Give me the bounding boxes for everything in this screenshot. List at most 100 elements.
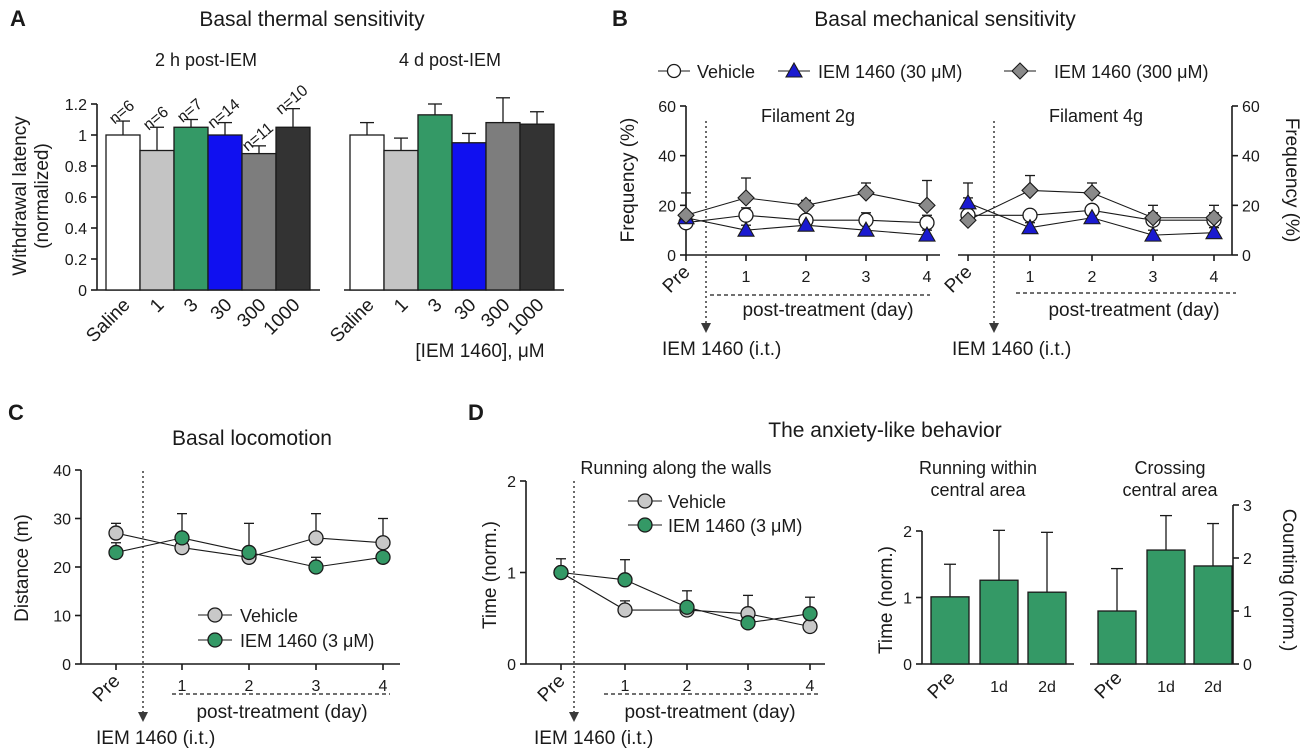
panel-label-c: C (8, 400, 24, 425)
chart-b-right-x-tick-label-pre: Pre (941, 262, 977, 298)
legend-c-iem-marker (207, 632, 223, 648)
chart-c-point-0-0 (108, 525, 124, 541)
chart-a-y-tick-label: 0 (78, 283, 87, 300)
chart-d-y-tick-label: 0 (507, 657, 516, 674)
chart-d2-y-tick-label: 0 (903, 657, 912, 674)
chart-a-n-label-0: n=6 (106, 97, 138, 128)
chart-b-right-point-1-0 (959, 193, 977, 210)
chart-d2-title-line2: central area (930, 480, 1026, 500)
legend-iem30-marker (785, 61, 803, 78)
chart-a-xlabel: [IEM 1460], μM (415, 341, 544, 362)
chart-d-x-tick-label-2: 2 (683, 678, 692, 695)
chart-d3-y-tick-label: 2 (1243, 551, 1252, 568)
chart-b-ylabel-left: Frequency (%) (618, 118, 639, 243)
chart-c-y-tick-label: 0 (62, 657, 71, 674)
chart-a-group-label-0: 2 h post-IEM (155, 50, 257, 70)
chart-a-x-label-0-1: 1 (146, 295, 168, 317)
chart-c-point-1-2 (241, 544, 257, 561)
legend-c-iem-label: IEM 1460 (3 μM) (240, 631, 374, 651)
chart-b-left-x-tick-label-4: 4 (923, 269, 932, 286)
chart-b-left-point-2-0 (677, 206, 695, 225)
chart-b-right-y-tick-label: 20 (1242, 198, 1260, 215)
chart-a-bar-1-0 (349, 134, 385, 291)
chart-a-bar-1-2 (417, 114, 453, 291)
chart-d2-x-label-2: 2d (1038, 679, 1056, 696)
chart-c-ylabel: Distance (m) (12, 514, 33, 622)
chart-d-arrow-label: IEM 1460 (i.t.) (534, 728, 653, 749)
chart-a-y-tick-label: 0.8 (65, 159, 87, 176)
chart-d-y-tick-label: 2 (507, 474, 516, 491)
chart-d3-x-label-0: Pre (1091, 668, 1127, 704)
chart-c-x-tick-label-4: 4 (379, 678, 388, 695)
chart-d3-bar-1 (1146, 549, 1186, 665)
chart-c-xlabel: post-treatment (day) (196, 702, 367, 723)
chart-c-point-1-4 (375, 549, 391, 565)
chart-b-xlabel-left: post-treatment (day) (742, 300, 913, 321)
chart-a-bar-0-5 (275, 126, 311, 291)
chart-d3-y-tick-label: 3 (1243, 498, 1252, 515)
chart-c-x-tick-label-2: 2 (245, 678, 254, 695)
chart-b-left-x-tick-label-3: 3 (862, 269, 871, 286)
chart-b-left-point-1-2 (797, 216, 815, 232)
chart-d-x-tick-label-1: 1 (621, 678, 630, 695)
chart-c-point-1-1 (174, 530, 190, 546)
chart-b-left-x-tick-label-1: 1 (742, 269, 751, 286)
chart-b-right-y-tick-label: 0 (1242, 248, 1251, 265)
chart-c-x-tick-label-pre: Pre (89, 671, 125, 707)
chart-d-point-1-1 (617, 572, 633, 588)
chart-a-n-label-5: n=10 (273, 82, 312, 118)
chart-a-bar-1-4 (485, 121, 521, 291)
chart-b-left-point-2-4 (918, 196, 936, 215)
chart-d2-bar-1 (979, 579, 1019, 665)
chart-d3-bar-0 (1097, 610, 1137, 665)
chart-b-xlabel-right: post-treatment (day) (1048, 300, 1219, 321)
chart-b-right-point-2-1 (1021, 181, 1039, 200)
chart-c-point-0-3 (308, 530, 324, 546)
chart-b-left-point-1-3 (857, 221, 875, 237)
chart-a-n-label-2: n=7 (174, 96, 206, 127)
chart-marks: 00.20.40.60.811.2Salinen=61n=63n=730n=14… (53, 82, 1260, 722)
legend-iem30-label: IEM 1460 (30 μM) (818, 62, 962, 82)
chart-d-point-1-2 (679, 599, 695, 615)
panel-label-a: A (10, 6, 26, 31)
chart-b-right-point-1-2 (1083, 208, 1101, 225)
chart-d3-title-line1: Crossing (1134, 458, 1205, 478)
chart-a-n-label-3: n=14 (205, 96, 244, 132)
chart-b-right-point-2-0 (959, 211, 977, 230)
chart-b-left-point-1-1 (737, 221, 755, 237)
chart-b-right-x-tick-label-4: 4 (1210, 269, 1219, 286)
chart-a-x-label-1-0: Saline (326, 295, 378, 347)
chart-b-ylabel-right: Frequency (%) (1281, 118, 1300, 243)
legend-vehicle-label: Vehicle (697, 62, 755, 82)
chart-d-title: The anxiety-like behavior (768, 419, 1001, 442)
chart-a-bar-1-5 (519, 123, 555, 291)
chart-b-left-point-2-2 (797, 196, 815, 215)
chart-d-x-tick-label-pre: Pre (534, 671, 570, 707)
legend-c-vehicle-label: Vehicle (240, 606, 298, 626)
chart-a-x-label-0-3: 30 (207, 295, 237, 325)
chart-c-point-1-0 (108, 544, 124, 561)
legend-iem300-marker (1011, 62, 1029, 80)
chart-d-arrow-head (569, 712, 579, 722)
chart-a-x-label-1-5: 1000 (504, 295, 549, 340)
chart-b-left-arrow-head (701, 323, 711, 333)
chart-d2-ylabel: Time (norm.) (876, 546, 897, 654)
chart-a-bar-1-3 (451, 142, 487, 291)
legend-d-vehicle-label: Vehicle (668, 492, 726, 512)
chart-b-right-point-1-1 (1021, 218, 1039, 235)
chart-a-n-label-1: n=6 (140, 104, 172, 135)
chart-a-y-tick-label: 1.2 (65, 97, 87, 114)
chart-b-right-y-tick-label: 60 (1242, 99, 1260, 116)
chart-d-legend: Vehicle IEM 1460 (3 μM) (628, 492, 802, 536)
chart-d-y-tick-label: 1 (507, 566, 516, 583)
chart-a-y-tick-label: 0.4 (65, 221, 87, 238)
chart-a-bar-0-3 (207, 134, 243, 291)
chart-d-xlabel: post-treatment (day) (624, 702, 795, 723)
chart-d-subtitle: Running along the walls (580, 458, 771, 478)
chart-a-title: Basal thermal sensitivity (199, 8, 425, 31)
chart-c-point-1-3 (308, 559, 324, 575)
chart-a-x-label-0-2: 3 (180, 295, 202, 317)
chart-d3-ylabel: Counting (norm.) (1278, 509, 1299, 652)
chart-b-right-point-1-3 (1144, 226, 1162, 242)
